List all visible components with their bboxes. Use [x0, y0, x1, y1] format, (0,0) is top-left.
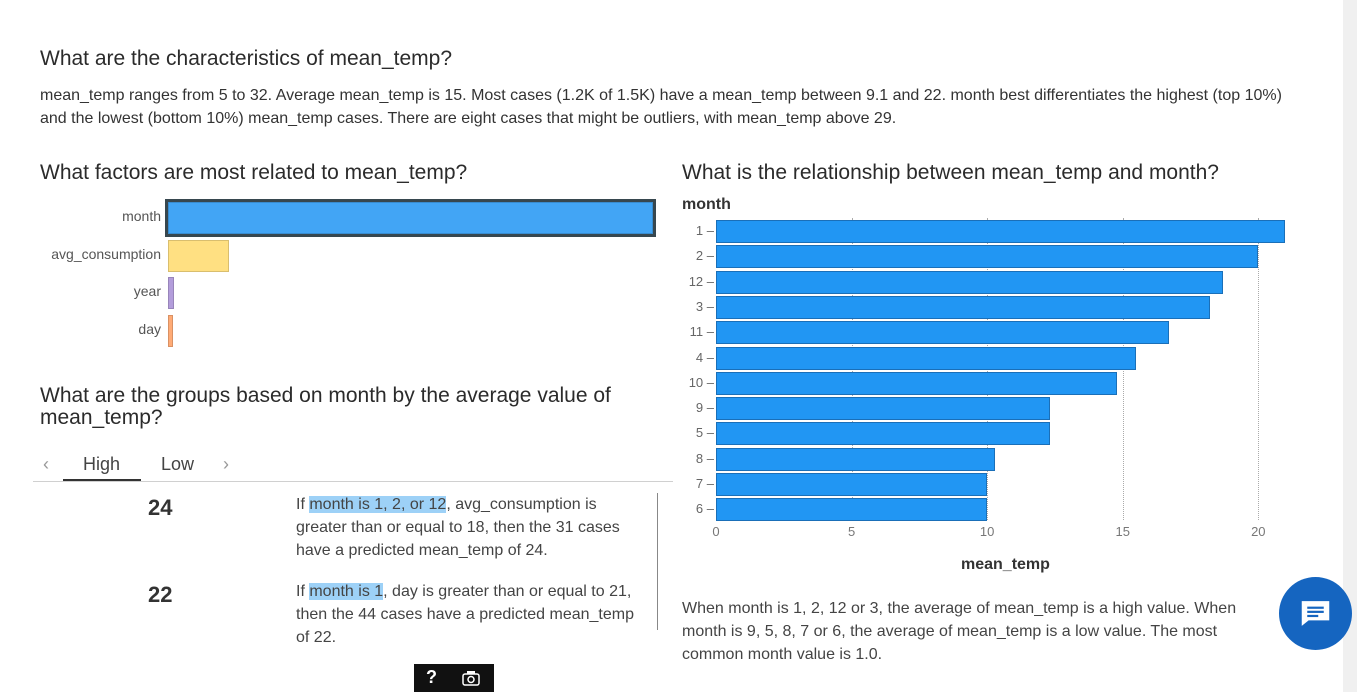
bar-month-9[interactable] [716, 397, 1050, 421]
page-title: What are the characteristics of mean_tem… [40, 47, 453, 70]
factor-label: day [138, 320, 161, 337]
chat-icon [1301, 601, 1330, 626]
x-tick-label: 20 [1251, 524, 1266, 539]
factor-bar[interactable] [168, 277, 174, 309]
y-tick-label: 6 – [695, 501, 714, 517]
y-tick-label: 7 – [695, 476, 714, 491]
summary-text: mean_temp ranges from 5 to 32. Average m… [40, 87, 1282, 127]
bar-month-8[interactable] [716, 447, 996, 471]
factor-label: year [133, 283, 161, 299]
relationship-title: What is the relationship between mean_te… [682, 161, 1219, 184]
bar-month-11[interactable] [716, 321, 1169, 345]
y-tick-label: 12 – [688, 273, 714, 289]
y-tick-label: 3 – [695, 298, 714, 314]
factor-label: avg_consumption [51, 245, 161, 262]
x-tick-label: 15 [1115, 524, 1130, 539]
mini-toolbar: ? [414, 664, 494, 692]
camera-icon[interactable] [462, 670, 480, 691]
chevron-right-icon[interactable]: › [223, 454, 229, 474]
y-tick-label: 9 – [695, 400, 714, 416]
y-axis-title: month [682, 196, 731, 213]
bar-month-1[interactable] [716, 220, 1286, 243]
x-tick-label: 5 [847, 524, 856, 539]
factor-bar[interactable] [168, 314, 173, 347]
factor-label: month [122, 208, 161, 224]
x-tick-label: 0 [712, 524, 720, 539]
factor-bar[interactable] [165, 199, 656, 237]
y-tick-label: 1 – [695, 223, 714, 238]
x-tick-label: 10 [979, 524, 995, 539]
tab-high[interactable]: High [83, 454, 121, 474]
factor-bar[interactable] [168, 239, 229, 272]
bar-month-12[interactable] [716, 270, 1224, 294]
help-button[interactable]: ? [426, 667, 437, 687]
y-tick-label: 5 – [695, 425, 714, 441]
group-rule: If month is 1, day is greater than or eq… [296, 583, 634, 646]
chat-button[interactable] [1279, 577, 1352, 650]
group-scroll-divider [657, 493, 658, 630]
group-rule: If month is 1, 2, or 12, avg_consumption… [296, 496, 620, 559]
vertical-scrollbar[interactable] [1343, 0, 1357, 692]
group-value: 24 [148, 495, 173, 520]
bar-month-6[interactable] [716, 498, 988, 522]
y-tick-label: 2 – [695, 248, 714, 264]
y-tick-label: 10 – [688, 374, 714, 390]
bar-month-4[interactable] [716, 346, 1137, 370]
bar-month-3[interactable] [716, 295, 1210, 319]
bar-month-2[interactable] [716, 245, 1259, 269]
y-tick-label: 8 – [695, 450, 714, 466]
bar-month-5[interactable] [716, 422, 1050, 446]
grid-line [1258, 218, 1260, 520]
y-tick-label: 11 – [689, 324, 714, 340]
group-tabs: ‹ High Low › [33, 452, 673, 482]
group-value: 22 [148, 582, 173, 607]
chevron-left-icon[interactable]: ‹ [43, 454, 49, 474]
factors-title: What factors are most related to mean_te… [40, 161, 468, 184]
groups-title: What are the groups based on month by th… [40, 384, 611, 429]
active-tab-indicator [63, 479, 141, 481]
bar-month-10[interactable] [716, 371, 1118, 395]
relationship-explanation: When month is 1, 2, 12 or 3, the average… [682, 600, 1237, 663]
y-tick-label: 4 – [695, 349, 714, 365]
x-axis-title: mean_temp [961, 556, 1050, 573]
bar-month-7[interactable] [716, 473, 988, 496]
tab-low[interactable]: Low [161, 454, 195, 474]
